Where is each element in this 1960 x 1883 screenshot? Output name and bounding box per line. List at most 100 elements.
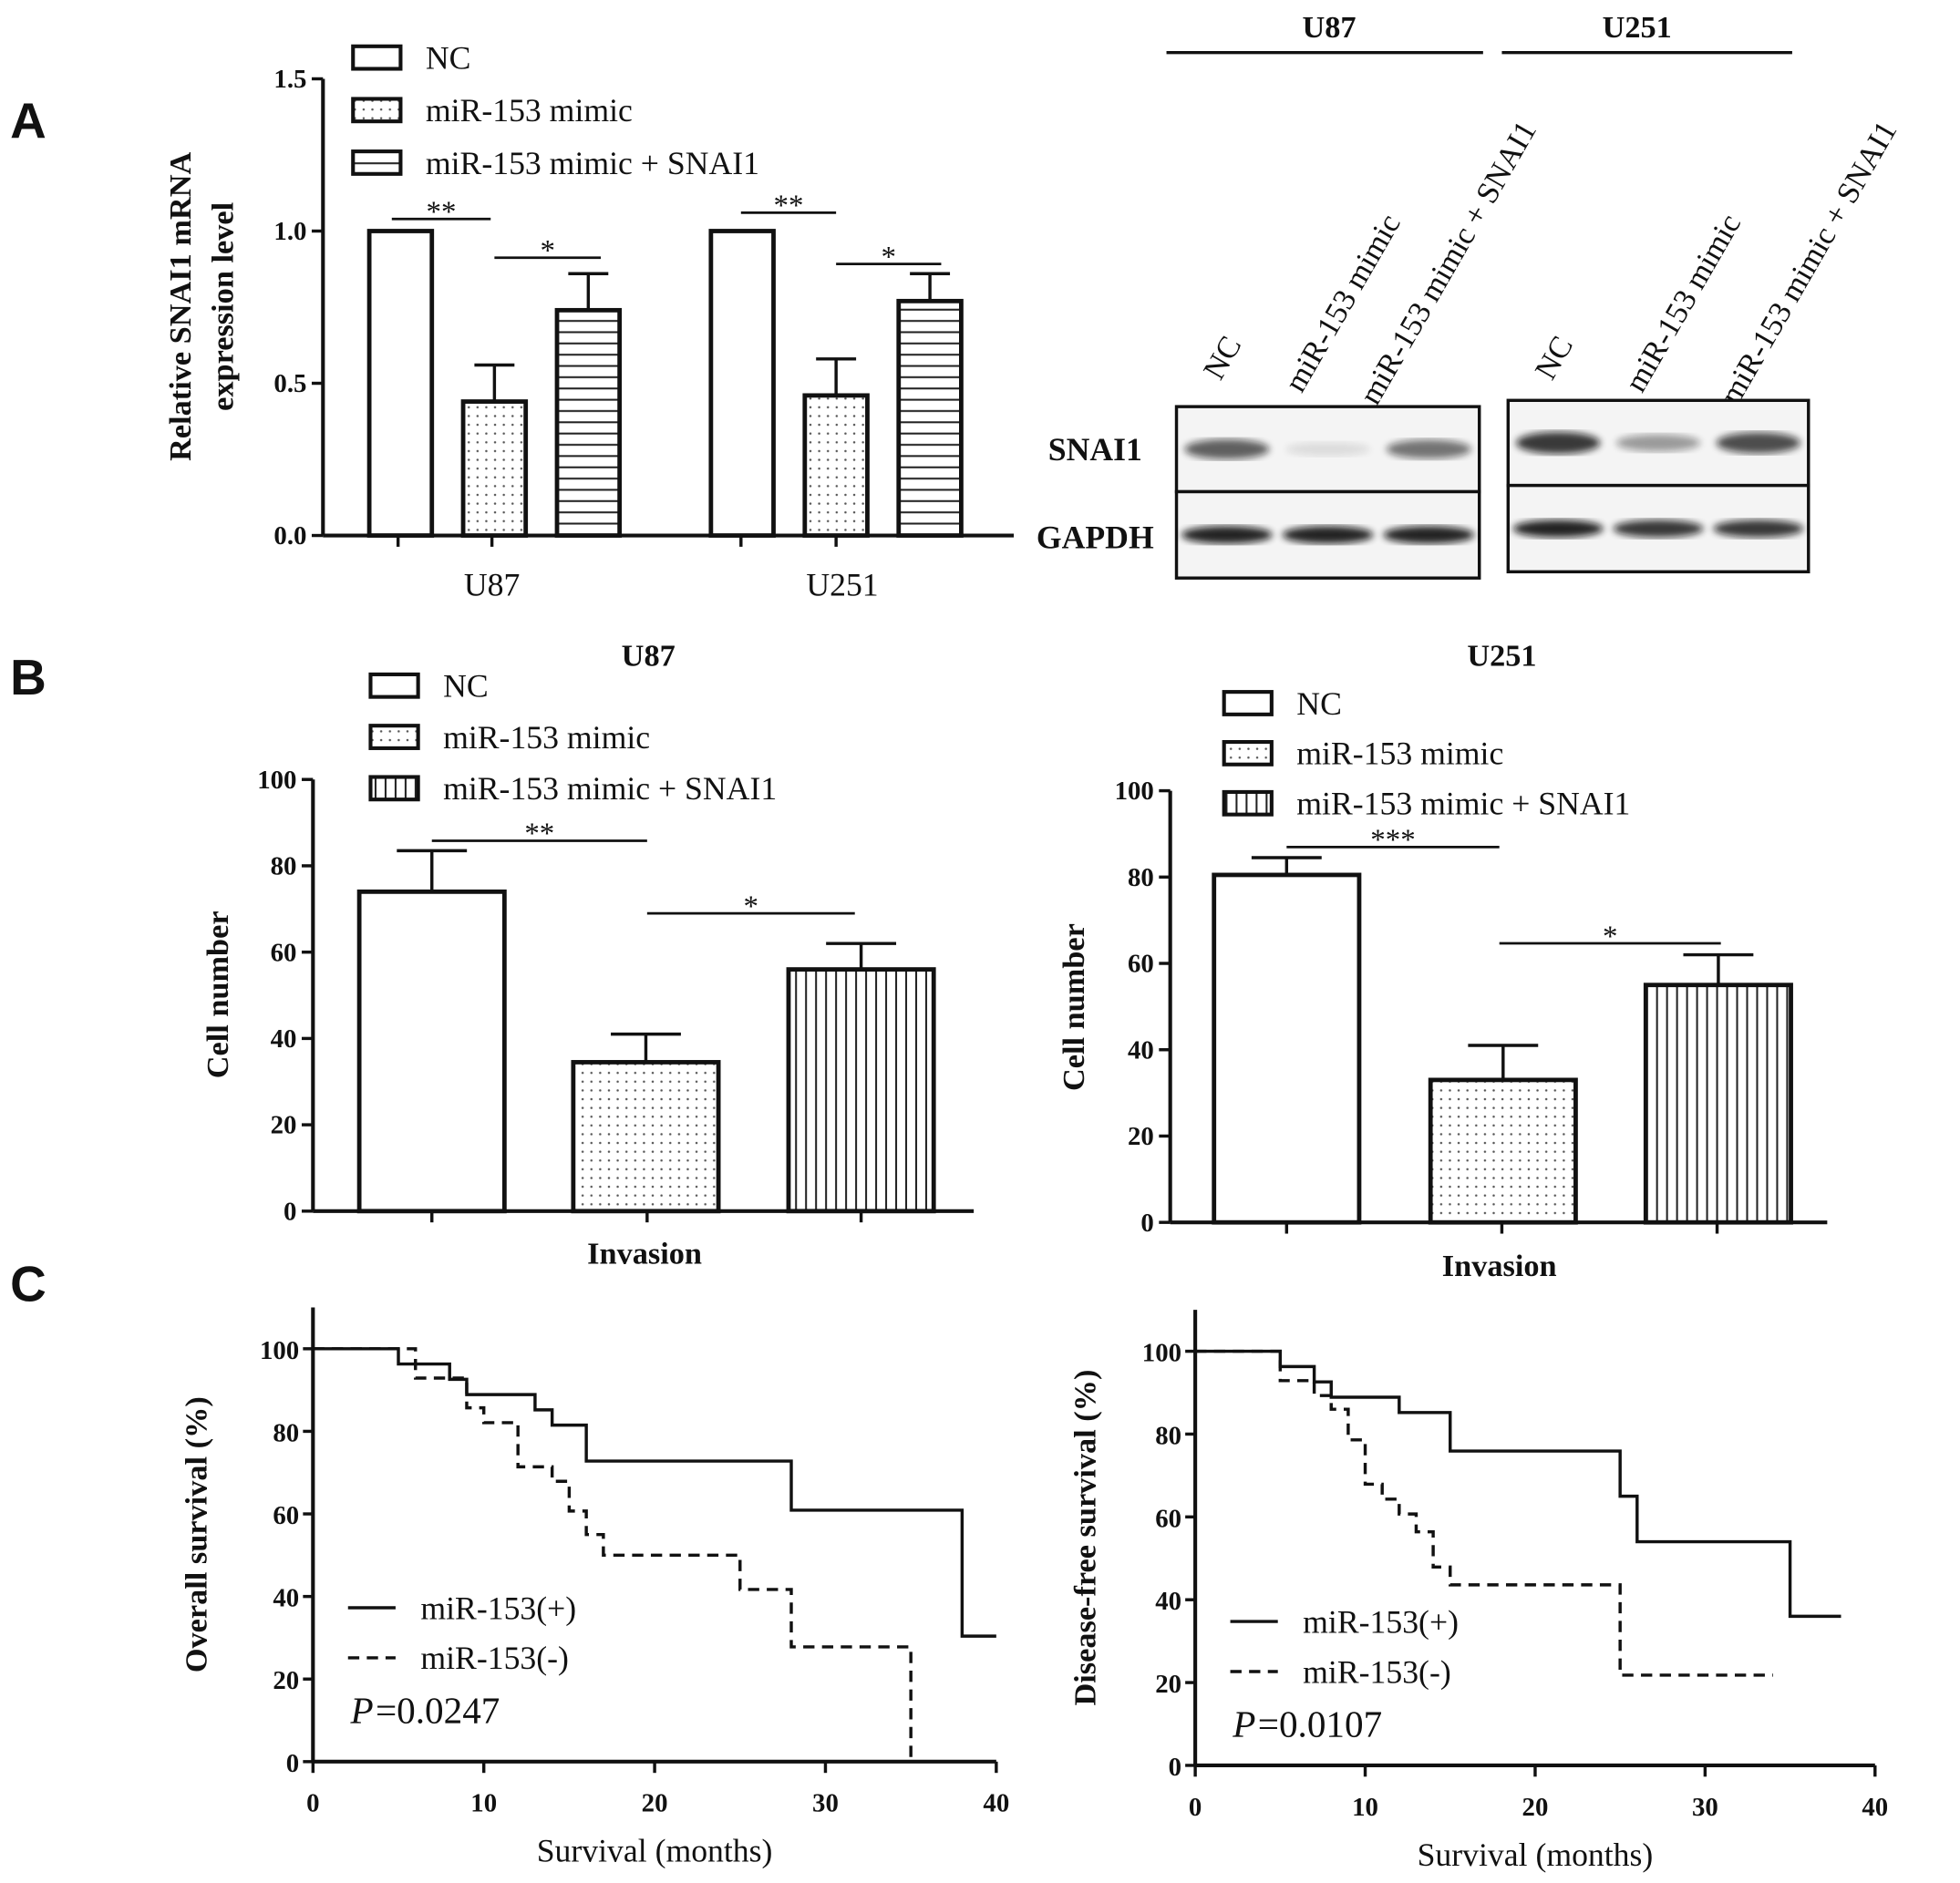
y-axis-label: expression level (205, 202, 240, 411)
significance-stars: ** (773, 190, 803, 222)
legend-label: NC (426, 40, 471, 77)
y-tick-label: 60 (1155, 1504, 1181, 1533)
legend-swatch (351, 149, 403, 176)
significance-stars: * (882, 241, 896, 273)
band-gapdh (1512, 520, 1604, 538)
band-snai1 (1615, 434, 1701, 452)
y-tick-label: 80 (1155, 1421, 1181, 1450)
x-axis-label: Invasion (1442, 1249, 1557, 1283)
y-tick-label: 60 (1128, 950, 1154, 979)
legend-swatch (368, 672, 420, 699)
y-tick-label: 60 (271, 938, 297, 967)
x-tick-label: 0 (306, 1789, 319, 1818)
legend-label: miR-153 mimic (443, 719, 650, 756)
legend-swatch (1222, 789, 1274, 817)
x-tick-label: 20 (642, 1789, 668, 1818)
bar-open (366, 229, 435, 538)
x-tick-label: 20 (1522, 1793, 1549, 1822)
legend-swatch (351, 97, 403, 124)
y-tick-label: 100 (257, 766, 296, 795)
y-axis-label: Disease-free survival (%) (1068, 1370, 1102, 1706)
y-tick-label: 40 (271, 1024, 297, 1054)
band-snai1 (1386, 439, 1471, 459)
y-tick-label: 0 (286, 1749, 299, 1778)
y-tick-label: 0 (1169, 1753, 1181, 1782)
p-value: =0.0107 (1258, 1703, 1382, 1744)
legend-label: miR-153 mimic (426, 92, 633, 129)
y-tick-label: 40 (1128, 1035, 1154, 1065)
x-tick-label: 40 (983, 1789, 1009, 1818)
band-snai1 (1184, 438, 1270, 459)
p-value-label: P (1232, 1703, 1255, 1744)
y-tick-label: 0 (284, 1197, 296, 1226)
bar-vlines (1643, 983, 1793, 1225)
blot-group-title: U87 (1302, 10, 1356, 45)
significance-stars: *** (1370, 824, 1415, 857)
y-tick-label: 0 (1140, 1209, 1153, 1238)
y-tick-label: 40 (1155, 1587, 1181, 1616)
band-gapdh (1613, 520, 1704, 538)
significance-stars: * (540, 235, 554, 268)
y-axis-label: Overall survival (%) (180, 1396, 214, 1672)
bar-open (1212, 872, 1362, 1225)
band-gapdh (1713, 520, 1804, 538)
band-gapdh (1383, 526, 1475, 544)
chart-title: U87 (622, 638, 676, 673)
y-tick-label: 0.0 (273, 521, 306, 550)
y-tick-label: 20 (1155, 1670, 1181, 1699)
panel-label-c: C (10, 1256, 46, 1312)
survival-curve-dashed (1195, 1349, 1773, 1677)
x-tick-label: 10 (470, 1789, 497, 1818)
bar-dots (1428, 1077, 1578, 1225)
x-axis-label: Invasion (587, 1236, 702, 1271)
x-tick-label: 0 (1189, 1793, 1202, 1822)
y-tick-label: 100 (260, 1336, 299, 1365)
panel-label-b: B (10, 649, 46, 705)
legend-label: NC (1296, 685, 1342, 722)
y-tick-label: 1.5 (273, 65, 306, 94)
legend-swatch (1222, 690, 1274, 716)
row-label-snai1: SNAI1 (1048, 431, 1142, 468)
x-axis-label: Survival (months) (537, 1833, 773, 1869)
legend-swatch (1222, 739, 1274, 767)
legend-label: miR-153 mimic + SNAI1 (426, 145, 759, 181)
bar-hlines (896, 298, 964, 538)
x-tick-label: 30 (812, 1789, 839, 1818)
lane-label: miR-153 mimic + SNAI1 (1714, 115, 1904, 410)
y-tick-label: 80 (1128, 863, 1154, 892)
survival-curve-solid (313, 1347, 996, 1638)
p-value: =0.0247 (376, 1689, 500, 1731)
row-label-gapdh: GAPDH (1037, 519, 1154, 555)
y-tick-label: 80 (271, 852, 297, 881)
legend-label: miR-153 mimic (1296, 736, 1503, 772)
significance-stars: ** (524, 818, 554, 850)
lane-label: NC (1197, 330, 1249, 385)
legend-swatch (351, 44, 403, 71)
bar-dots (460, 399, 529, 538)
y-tick-label: 100 (1142, 1339, 1181, 1368)
legend-label: NC (443, 668, 489, 705)
legend-label: miR-153(+) (1303, 1603, 1459, 1640)
y-tick-label: 1.0 (273, 217, 306, 246)
bar-dots (802, 393, 870, 538)
blot-group-title: U251 (1603, 10, 1672, 45)
y-axis-label: Cell number (201, 911, 235, 1078)
band-snai1 (1516, 431, 1601, 455)
y-tick-label: 40 (273, 1584, 299, 1613)
legend-label: miR-153 mimic + SNAI1 (1296, 786, 1630, 822)
p-value-label: P (350, 1689, 374, 1731)
y-tick-label: 20 (1128, 1122, 1154, 1151)
bar-hlines (554, 307, 623, 538)
band-snai1 (1716, 432, 1800, 454)
legend-swatch (368, 724, 420, 750)
survival-curve-solid (1195, 1349, 1841, 1619)
legend-label: miR-153(-) (1303, 1653, 1451, 1690)
y-tick-label: 20 (271, 1111, 297, 1140)
x-tick-label: 40 (1862, 1793, 1888, 1822)
significance-stars: * (744, 890, 758, 923)
bar-open (356, 889, 507, 1214)
significance-stars: * (1603, 921, 1617, 953)
y-axis-label: Cell number (1057, 923, 1091, 1091)
legend-swatch (368, 775, 420, 802)
